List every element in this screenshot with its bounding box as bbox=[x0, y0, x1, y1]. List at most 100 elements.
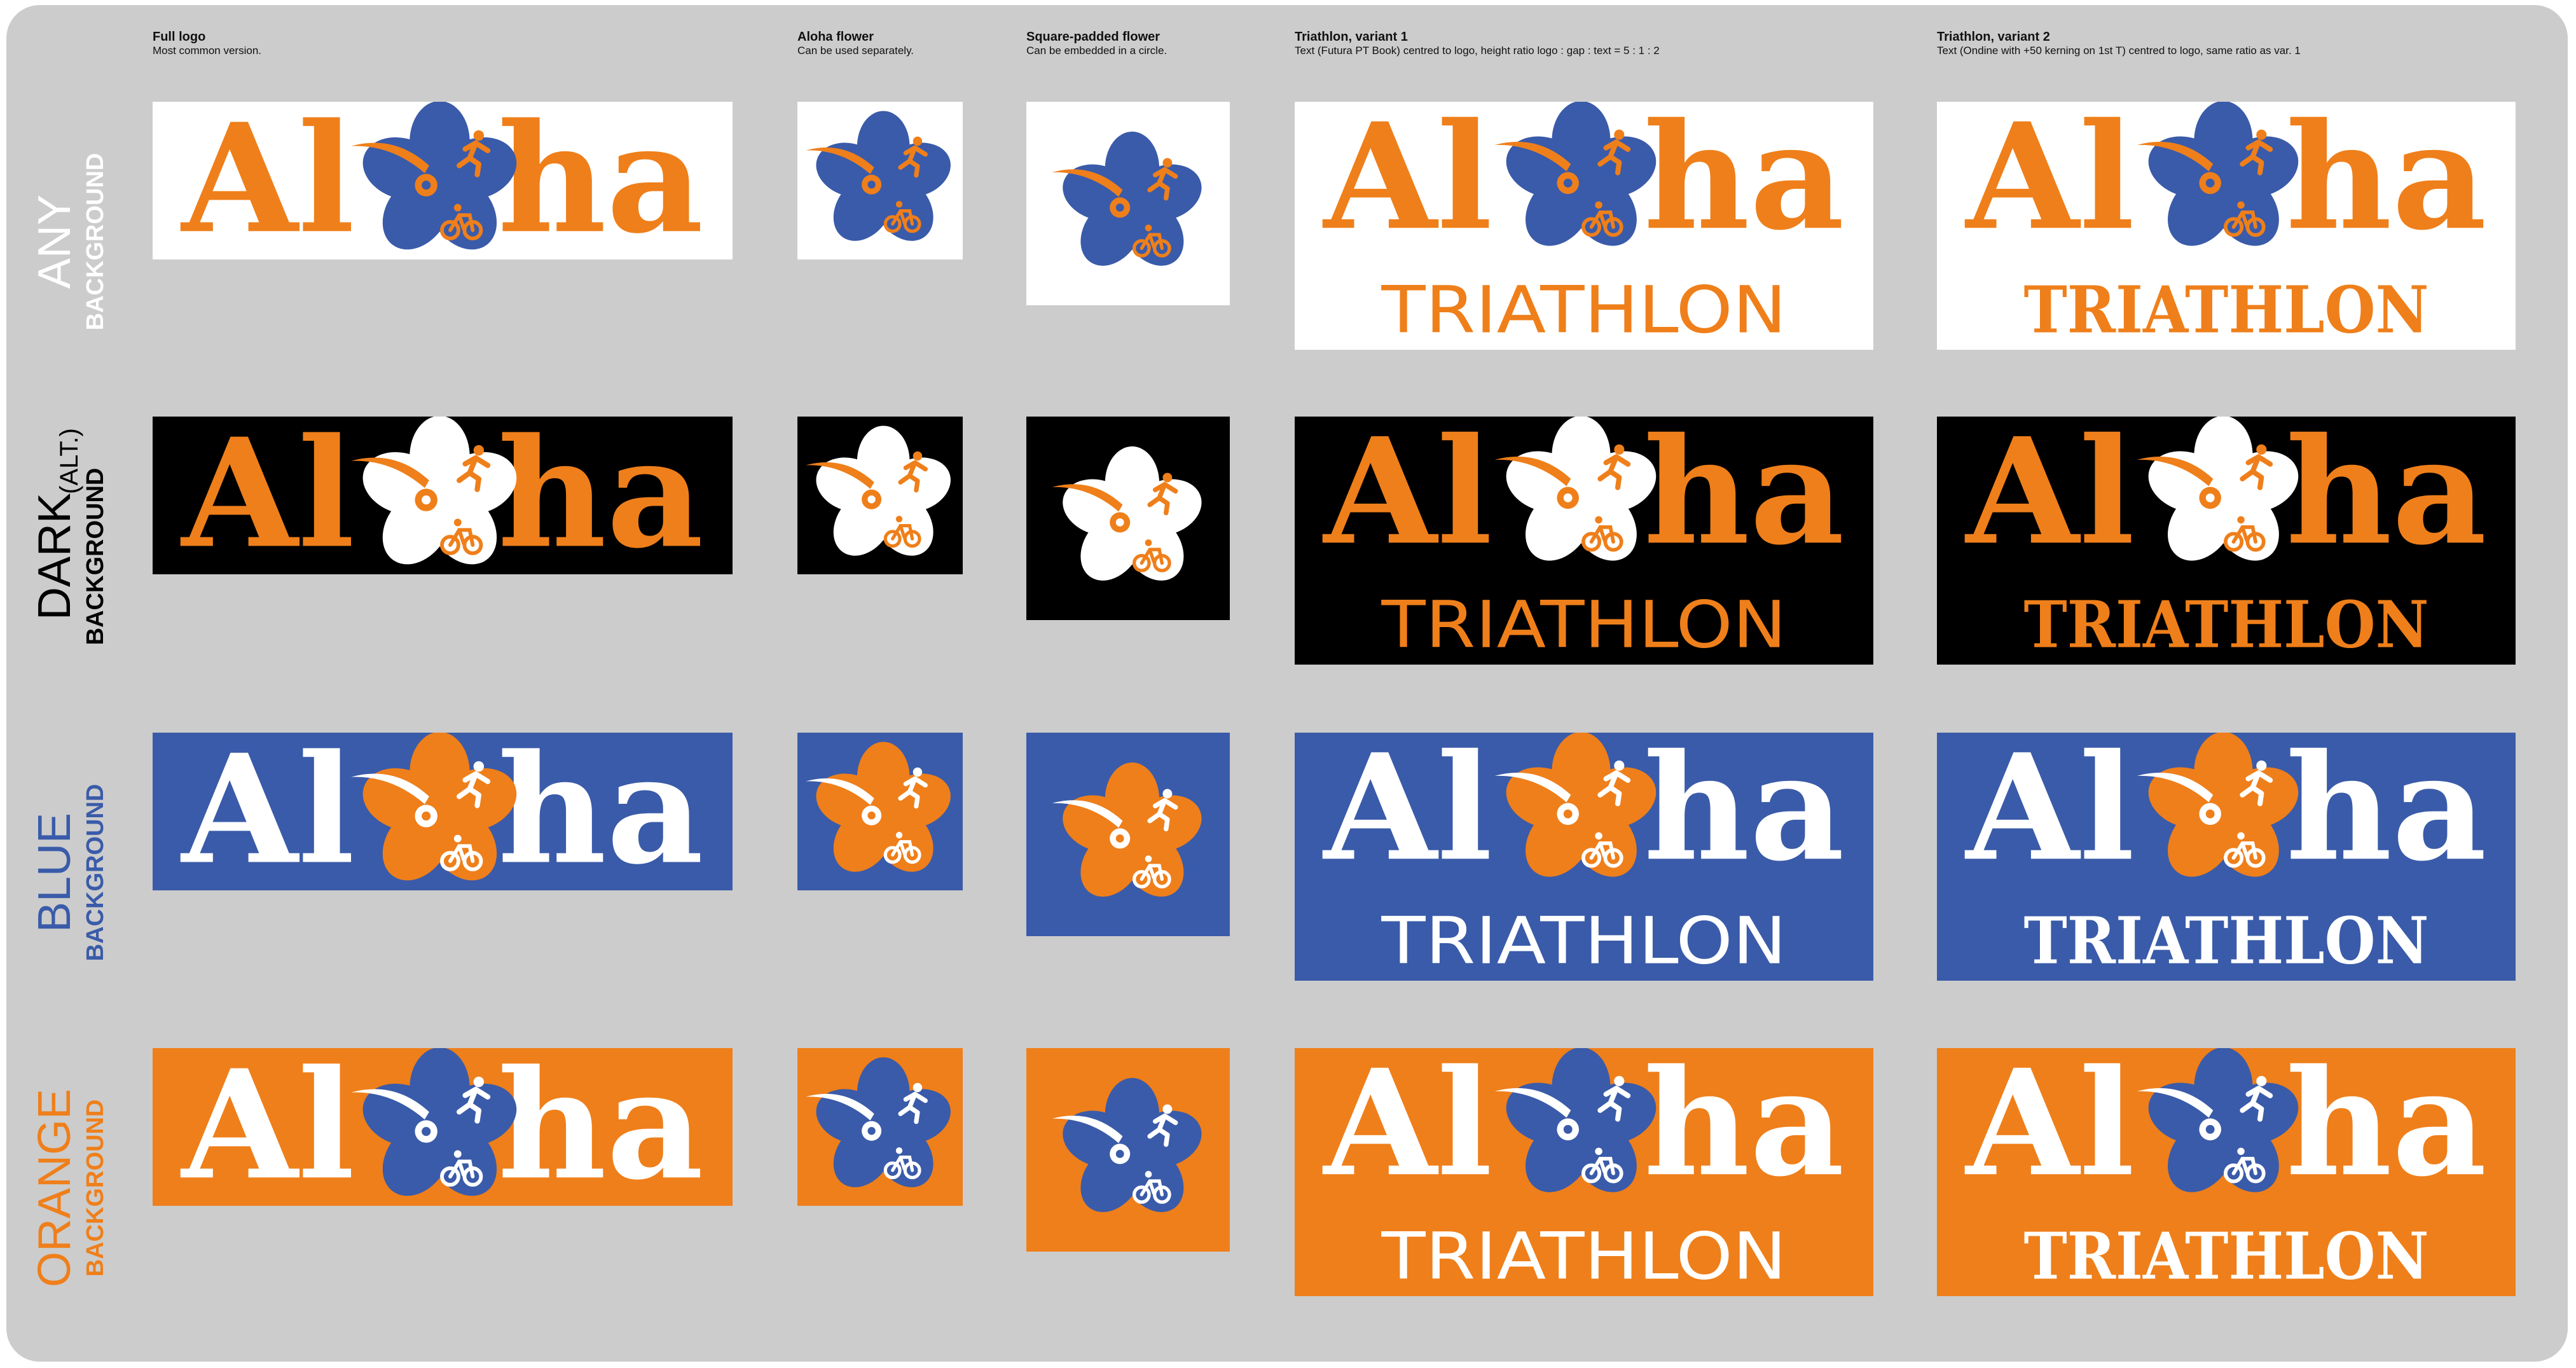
bicycle-icon bbox=[440, 518, 483, 555]
flower-icon bbox=[1052, 446, 1202, 581]
swimmer-swoosh-icon bbox=[806, 1093, 874, 1121]
runner-icon bbox=[2240, 760, 2273, 806]
bicycle-icon bbox=[883, 516, 921, 548]
swimmer-swoosh-icon bbox=[806, 778, 874, 805]
triathlon-v1-graphic: Al ha TRIATHLON bbox=[1323, 1048, 1845, 1294]
gear-hole bbox=[1115, 1150, 1124, 1158]
tile-flower-row-4 bbox=[797, 1048, 963, 1206]
row-label-graphic: DARK(ALT.)BACKGROUND bbox=[29, 428, 109, 646]
logo-word-left: Al bbox=[1323, 1048, 1492, 1209]
runner-icon bbox=[898, 451, 928, 493]
row-label-main: ORANGE bbox=[29, 1089, 80, 1287]
tile-full-logo-row-2: Al ha bbox=[153, 417, 733, 574]
tile-triathlon-v1-row-2: Al ha TRIATHLON bbox=[1295, 417, 1873, 665]
triathlon-text: TRIATHLON bbox=[1381, 588, 1786, 663]
runner-icon bbox=[1147, 473, 1178, 516]
runner-icon bbox=[1147, 158, 1178, 201]
flower-graphic bbox=[806, 425, 951, 556]
logo-word-left: Al bbox=[1323, 102, 1492, 263]
row-label-main: BLUE bbox=[29, 813, 80, 932]
row-label-graphic: ORANGE BACKGROUND bbox=[29, 1089, 109, 1287]
logo-word-left: Al bbox=[181, 102, 355, 259]
gear-hole bbox=[867, 181, 876, 189]
swimmer-swoosh-icon bbox=[2137, 456, 2214, 487]
row-label-alt: (ALT.) bbox=[55, 428, 83, 494]
flower-graphic bbox=[806, 111, 951, 241]
bicycle-icon bbox=[1581, 832, 1623, 868]
bicycle-icon bbox=[440, 834, 483, 871]
logo-word-right: ha bbox=[2286, 417, 2487, 577]
gear-hole bbox=[422, 1127, 431, 1137]
gear-hole bbox=[1115, 204, 1124, 212]
logo-word-left: Al bbox=[1323, 417, 1492, 577]
column-header-triathlon-variant-2: Triathlon, variant 2 Text (Ondine with +… bbox=[1937, 29, 2301, 57]
swimmer-swoosh-icon bbox=[806, 147, 874, 174]
flower-icon bbox=[2137, 1048, 2299, 1192]
square-flower-graphic bbox=[1052, 762, 1202, 897]
triathlon-text: TRIATHLON bbox=[2024, 903, 2429, 979]
square-flower-graphic bbox=[1052, 1077, 1202, 1212]
swimmer-swoosh-icon bbox=[806, 462, 874, 489]
flower-icon bbox=[806, 111, 951, 241]
square-flower-graphic bbox=[1052, 446, 1202, 581]
row-label-main: ANY bbox=[29, 195, 80, 289]
tile-full-logo-row-3: Al ha bbox=[153, 733, 733, 890]
tile-flower-row-3 bbox=[797, 733, 963, 890]
tile-triathlon-v2-row-1: Al ha TRIATHLON bbox=[1937, 102, 2516, 350]
swimmer-swoosh-icon bbox=[351, 457, 429, 488]
logo-word-left: Al bbox=[181, 733, 355, 890]
bicycle-icon bbox=[1132, 225, 1171, 258]
runner-icon bbox=[1597, 760, 1631, 806]
runner-icon bbox=[1147, 1104, 1178, 1147]
row-label-sub: BACKGROUND bbox=[82, 153, 109, 331]
flower-icon bbox=[1052, 131, 1202, 266]
bicycle-icon bbox=[2224, 516, 2266, 552]
tile-triathlon-v1-row-3: Al ha TRIATHLON bbox=[1295, 733, 1873, 981]
column-title: Triathlon, variant 2 bbox=[1937, 30, 2050, 44]
runner-icon bbox=[1597, 129, 1631, 176]
triathlon-v2-graphic: Al ha TRIATHLON bbox=[1965, 417, 2487, 663]
flower-icon bbox=[1494, 417, 1656, 561]
row-label-graphic: ANY BACKGROUND bbox=[29, 153, 109, 331]
column-header-square-flower: Square-padded flower Can be embedded in … bbox=[1026, 29, 1167, 57]
swimmer-swoosh-icon bbox=[1494, 141, 1571, 172]
gear-hole bbox=[422, 812, 431, 821]
bicycle-icon bbox=[2224, 201, 2266, 237]
logo-word-left: Al bbox=[1965, 733, 2135, 894]
logo-word-left: Al bbox=[1965, 417, 2135, 577]
square-flower-graphic bbox=[1052, 131, 1202, 266]
logo-word-right: ha bbox=[1644, 102, 1845, 263]
row-label-sub: BACKGROUND bbox=[82, 1100, 109, 1277]
flower-icon bbox=[1494, 102, 1656, 246]
runner-icon bbox=[457, 130, 491, 177]
bicycle-icon bbox=[1581, 1147, 1623, 1184]
flower-icon bbox=[806, 425, 951, 556]
row-label-graphic: BLUE BACKGROUND bbox=[29, 784, 109, 962]
runner-icon bbox=[457, 761, 491, 808]
logo-word-left: Al bbox=[1323, 733, 1492, 894]
swimmer-swoosh-icon bbox=[1494, 1088, 1571, 1118]
swimmer-swoosh-icon bbox=[1494, 456, 1571, 487]
logo-word-right: ha bbox=[1644, 417, 1845, 577]
logo-word-left: Al bbox=[1965, 1048, 2135, 1209]
gear-hole bbox=[867, 812, 876, 820]
flower-icon bbox=[2137, 102, 2299, 246]
swimmer-swoosh-icon bbox=[351, 142, 429, 174]
logo-word-right: ha bbox=[497, 1048, 703, 1206]
logo-word-right: ha bbox=[2286, 102, 2487, 263]
bicycle-icon bbox=[440, 204, 483, 240]
gear-hole bbox=[2205, 493, 2215, 502]
runner-icon bbox=[2240, 444, 2273, 490]
column-header-triathlon-variant-1: Triathlon, variant 1 Text (Futura PT Boo… bbox=[1295, 29, 1660, 57]
logo-word-right: ha bbox=[1644, 1048, 1845, 1209]
full-logo-graphic: Al ha bbox=[181, 733, 703, 890]
bicycle-icon bbox=[1132, 855, 1171, 888]
bicycle-icon bbox=[1581, 201, 1623, 237]
tile-triathlon-v1-row-4: Al ha TRIATHLON bbox=[1295, 1048, 1873, 1296]
flower-icon bbox=[351, 417, 517, 565]
row-label-sub: BACKGROUND bbox=[82, 468, 109, 646]
logo-word-right: ha bbox=[497, 102, 703, 259]
triathlon-text: TRIATHLON bbox=[2024, 587, 2429, 663]
bicycle-icon bbox=[440, 1150, 483, 1187]
column-header-aloha-flower: Aloha flower Can be used separately. bbox=[797, 29, 914, 57]
